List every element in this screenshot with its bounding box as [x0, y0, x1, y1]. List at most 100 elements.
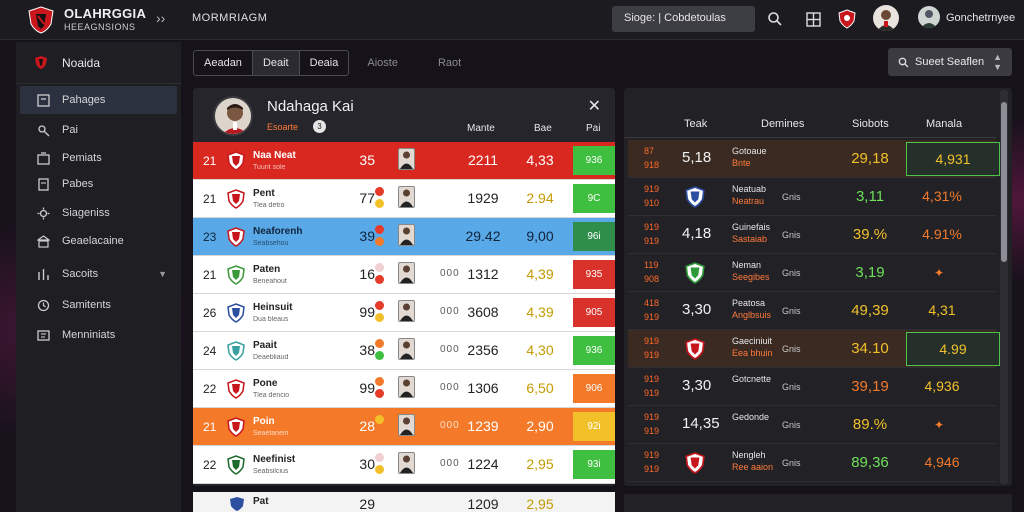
status-badge[interactable]: 905	[573, 298, 615, 327]
team-name: Neaforenh	[253, 226, 303, 237]
value: 2,95	[526, 456, 554, 472]
stats-row[interactable]: 919 919 Nengleh Ree aaion Gnis 89,36 4,946	[628, 444, 996, 482]
sidebar-item-1[interactable]: Pai	[20, 116, 177, 144]
scrollbar-thumb[interactable]	[1001, 102, 1007, 262]
sidebar-item-5[interactable]: Geaelacaine	[20, 227, 177, 255]
stats-row[interactable]: 119 908 Neman Seegibes Gnis 3,19 ✦	[628, 254, 996, 292]
stat-siobots: 39.%	[852, 226, 888, 243]
table-row[interactable]: 23 Neaforenh Seabsehou 39 29.42 9,00 96i	[193, 218, 615, 256]
sidebar-item-0[interactable]: Pahages	[20, 86, 177, 114]
tab-aeadan[interactable]: Aeadan	[204, 57, 242, 69]
stat-manala: 4,936	[924, 378, 960, 394]
table-row[interactable]: 22 Neefinist Seabsilcius 30 000 1224 2,95 93i	[193, 446, 615, 484]
table-row[interactable]: 24 Paait Deaebliaud 38 000 2356 4,30 936	[193, 332, 615, 370]
value: 2.94	[526, 190, 554, 206]
search-input[interactable]: Sioge: | Cobdetoulas	[612, 6, 755, 32]
status-badge[interactable]: 936	[573, 336, 615, 365]
stats-row[interactable]: 87 918 5,18 Gotoaue Bnte 29,18 4,931	[628, 140, 1000, 178]
column-header-teak[interactable]: Teak	[684, 118, 708, 130]
user-name[interactable]: Gonchetrnyee	[946, 12, 1016, 24]
stats-panel: Teak Demines Siobots Manala 87 918 5,18 Got…	[624, 88, 1012, 486]
sidebar-item-label: Samitents	[62, 299, 111, 311]
player-badge: 3	[313, 120, 326, 133]
points: 99	[359, 304, 375, 320]
value: 4,39	[526, 304, 554, 320]
column-header-siobots[interactable]: Siobots	[852, 118, 889, 130]
column-header-pai[interactable]: Pai	[586, 123, 601, 134]
status-badge[interactable]: 9C	[573, 184, 615, 213]
player-thumbnail[interactable]	[398, 148, 415, 170]
player-thumbnail[interactable]	[398, 414, 415, 436]
status-badge[interactable]: 936	[573, 146, 615, 175]
status-badge[interactable]: 906	[573, 374, 615, 403]
score: 1929	[467, 190, 499, 206]
key-icon	[36, 123, 50, 137]
stats-row[interactable]: 919 919 14,35 Gedonde Gnis 89.% ✦	[628, 406, 996, 444]
grid-icon[interactable]	[802, 8, 824, 30]
column-header-bae[interactable]: Bae	[534, 123, 552, 134]
sort-dropdown[interactable]: Sueet Seaflen ▲ ▼	[888, 48, 1012, 76]
search-icon[interactable]	[764, 8, 786, 30]
player-avatar[interactable]	[213, 96, 253, 136]
topnav-label[interactable]: MORMRIAGM	[192, 12, 268, 24]
close-icon[interactable]: ✕	[587, 98, 601, 115]
stat-manala: 4.91%	[922, 226, 962, 242]
club-crest-icon	[227, 341, 245, 361]
sidebar-item-7[interactable]: Samitents	[20, 291, 177, 319]
column-header-mante[interactable]: Mante	[467, 123, 495, 134]
scrollbar[interactable]	[1000, 90, 1008, 484]
status-badge[interactable]: 92i	[573, 412, 615, 441]
table-row[interactable]: 26 Heinsuit Dua bleaus 99 000 3608 4,39 905	[193, 294, 615, 332]
sidebar-item-3[interactable]: Pabes	[20, 170, 177, 198]
tab-deait[interactable]: Deait	[251, 51, 300, 75]
club-crest-icon	[227, 417, 245, 437]
stats-row[interactable]: 919 919 Gaeciniuit Eea bhuin Gnis 34.10 4.99	[628, 330, 1000, 368]
column-header-manala[interactable]: Manala	[926, 118, 963, 130]
player-thumbnail[interactable]	[398, 186, 415, 208]
club-logo-icon[interactable]	[28, 6, 54, 34]
clock-icon	[36, 298, 50, 312]
rank-bottom: 919	[644, 426, 660, 436]
tab-raot[interactable]: Raot	[437, 57, 462, 69]
user-avatar[interactable]	[873, 5, 899, 31]
player-thumbnail[interactable]	[398, 224, 415, 246]
team-subtitle: Dua bleaus	[253, 316, 289, 323]
sidebar-header[interactable]: Noaida	[16, 42, 181, 84]
team-name: Guinefais	[732, 222, 771, 232]
sidebar-item-2[interactable]: Pemiats	[20, 144, 177, 172]
tab-aioste[interactable]: Aioste	[367, 57, 398, 69]
profile-avatar[interactable]	[918, 6, 940, 28]
table-row[interactable]: 21 Poin Seaetanein 28 000 1239 2,90 92i	[193, 408, 615, 446]
shield-icon[interactable]	[836, 8, 858, 30]
team-name: Gotoaue	[732, 146, 767, 156]
sidebar-item-4[interactable]: Siageniss	[20, 199, 177, 227]
player-thumbnail[interactable]	[398, 338, 415, 360]
team-name: Paten	[253, 264, 281, 275]
stats-row[interactable]: 418 919 3,30 Peatosa Anglbsuis Gnis 49,39 4,31	[628, 292, 996, 330]
player-thumbnail[interactable]	[398, 300, 415, 322]
club-crest-icon	[684, 452, 706, 474]
stats-row[interactable]: 919 919 4,18 Guinefais Sastaiab Gnis 39.% 4.91%	[628, 216, 996, 254]
table-row-partial[interactable]: Pat 29 1209 2,95	[193, 492, 615, 512]
player-thumbnail[interactable]	[398, 376, 415, 398]
table-row[interactable]: 21 Naa Neat Tuunt sole 35 2211 4,33 936	[193, 142, 615, 180]
rank: 21	[203, 154, 217, 168]
tab-group: Aeadan Deait Deaia	[193, 50, 350, 76]
table-row[interactable]: 22 Pone Tlea dencio 99 000 1306 6,50 906	[193, 370, 615, 408]
table-row[interactable]: 21 Pent Tlea detro 77 1929 2.94 9C	[193, 180, 615, 218]
status-badge[interactable]: 93i	[573, 450, 615, 479]
status-badge[interactable]: 96i	[573, 222, 615, 251]
player-thumbnail[interactable]	[398, 262, 415, 284]
collapse-arrows-icon[interactable]: ››	[156, 10, 166, 26]
points: 38	[359, 342, 375, 358]
sidebar-item-8[interactable]: Menniniats	[20, 321, 177, 349]
player-thumbnail[interactable]	[398, 452, 415, 474]
stats-row[interactable]: 919 919 3,30 Gotcnette Gnis 39,19 4,936	[628, 368, 996, 406]
table-row[interactable]: 21 Paten Beneahout 16 000 1312 4,39 935	[193, 256, 615, 294]
column-header-demines[interactable]: Demines	[761, 118, 805, 130]
sidebar-item-6[interactable]: Sacoits ▼	[20, 260, 177, 288]
tab-deaia[interactable]: Deaia	[309, 57, 339, 69]
updown-chevron-icon: ▲ ▼	[993, 52, 1002, 72]
status-badge[interactable]: 935	[573, 260, 615, 289]
stats-row[interactable]: 919 910 Neatuab Neatrau Gnis 3,11 4,31%	[628, 178, 996, 216]
